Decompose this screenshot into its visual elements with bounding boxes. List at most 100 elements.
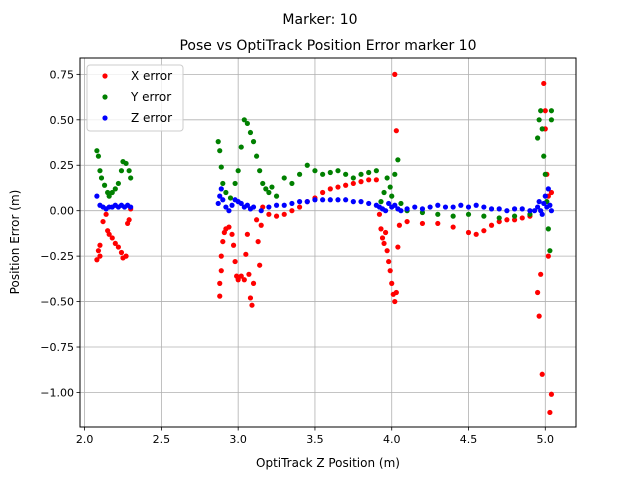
data-point-y-error — [395, 157, 401, 163]
data-point-y-error — [118, 168, 125, 174]
data-point-z-error — [504, 208, 510, 214]
data-point-x-error — [392, 71, 398, 77]
legend-label-z: Z error — [131, 111, 172, 125]
data-point-x-error — [273, 213, 280, 219]
data-point-x-error — [366, 177, 372, 183]
legend-marker-x — [102, 73, 108, 79]
data-point-y-error — [106, 193, 112, 199]
data-point-y-error — [327, 169, 333, 176]
legend-marker-z — [102, 115, 108, 121]
data-point-z-error — [258, 208, 264, 214]
data-point-z-error — [229, 202, 235, 208]
data-point-y-error — [227, 195, 234, 201]
data-point-z-error — [238, 200, 244, 207]
data-point-x-error — [109, 235, 115, 241]
data-point-x-error — [376, 211, 383, 217]
data-point-x-error — [536, 313, 542, 319]
data-point-z-error — [404, 206, 410, 212]
data-point-x-error — [123, 253, 129, 259]
data-point-z-error — [496, 206, 502, 212]
data-point-y-error — [539, 126, 545, 132]
data-point-y-error — [538, 108, 544, 114]
data-point-y-error — [232, 180, 238, 187]
data-point-x-error — [255, 238, 261, 245]
data-point-y-error — [260, 180, 266, 187]
data-point-z-error — [289, 200, 295, 207]
data-point-y-error — [238, 144, 244, 150]
data-point-x-error — [241, 277, 247, 283]
data-point-x-error — [519, 215, 525, 221]
axes-title: Pose vs OptiTrack Position Error marker … — [179, 38, 476, 54]
x-tick-label: 5.0 — [537, 433, 555, 446]
data-point-y-error — [115, 180, 121, 187]
data-point-z-error — [392, 202, 398, 208]
data-point-x-error — [97, 242, 103, 248]
data-point-x-error — [281, 211, 287, 217]
data-point-x-error — [378, 226, 384, 232]
data-point-y-error — [535, 135, 541, 141]
data-point-y-error — [257, 168, 263, 174]
data-point-z-error — [296, 199, 303, 205]
y-tick-label: −0.50 — [40, 296, 74, 309]
data-point-x-error — [548, 189, 555, 196]
data-point-z-error — [312, 197, 318, 203]
data-point-z-error — [465, 204, 472, 210]
data-point-z-error — [266, 204, 272, 210]
data-point-y-error — [419, 209, 426, 216]
data-point-x-error — [95, 248, 102, 254]
data-point-z-error — [273, 202, 280, 208]
data-point-z-error — [511, 206, 518, 212]
data-point-z-error — [244, 202, 250, 208]
data-point-y-error — [263, 186, 269, 192]
data-point-x-error — [395, 244, 401, 250]
data-point-z-error — [545, 186, 551, 192]
data-point-z-error — [488, 206, 495, 212]
data-point-x-error — [217, 293, 223, 299]
data-point-y-error — [266, 189, 272, 196]
legend-box — [86, 64, 184, 132]
x-axis-label: OptiTrack Z Position (m) — [256, 456, 400, 470]
data-point-z-error — [335, 197, 341, 203]
data-point-z-error — [442, 204, 449, 210]
data-point-x-error — [541, 80, 547, 87]
data-point-z-error — [427, 204, 433, 210]
data-point-x-error — [496, 218, 502, 225]
data-point-x-error — [387, 268, 393, 274]
y-tick-label: −0.75 — [40, 341, 74, 354]
data-point-y-error — [95, 153, 102, 159]
data-point-z-error — [541, 200, 547, 207]
data-point-x-error — [393, 128, 399, 134]
data-point-y-error — [123, 160, 129, 167]
data-point-x-error — [289, 208, 295, 214]
series-z-error — [94, 186, 555, 217]
data-point-x-error — [266, 211, 272, 217]
data-point-x-error — [226, 224, 232, 230]
data-point-z-error — [220, 197, 226, 203]
data-point-y-error — [112, 186, 118, 192]
data-point-z-error — [481, 204, 487, 210]
data-point-z-error — [547, 202, 553, 208]
data-point-z-error — [458, 202, 464, 208]
data-point-x-error — [538, 271, 544, 277]
data-point-x-error — [230, 242, 237, 248]
data-point-x-error — [100, 218, 106, 225]
data-point-y-error — [378, 199, 384, 205]
x-ticks: 2.0 2.5 3.0 3.5 4.0 4.5 5.0 — [76, 427, 554, 446]
data-point-y-error — [381, 189, 387, 196]
data-point-y-error — [218, 164, 224, 170]
data-point-x-error — [373, 177, 379, 183]
data-point-y-error — [548, 108, 555, 114]
data-point-y-error — [527, 211, 533, 217]
data-point-x-error — [396, 222, 403, 228]
data-point-z-error — [536, 199, 542, 205]
series-y-error — [94, 108, 555, 254]
data-point-x-error — [258, 222, 264, 228]
data-point-x-error — [473, 231, 479, 237]
data-point-y-error — [241, 117, 247, 123]
data-point-x-error — [389, 280, 395, 286]
data-point-x-error — [238, 273, 244, 279]
data-point-y-error — [398, 200, 404, 207]
data-point-z-error — [548, 208, 555, 214]
data-point-y-error — [289, 180, 295, 187]
